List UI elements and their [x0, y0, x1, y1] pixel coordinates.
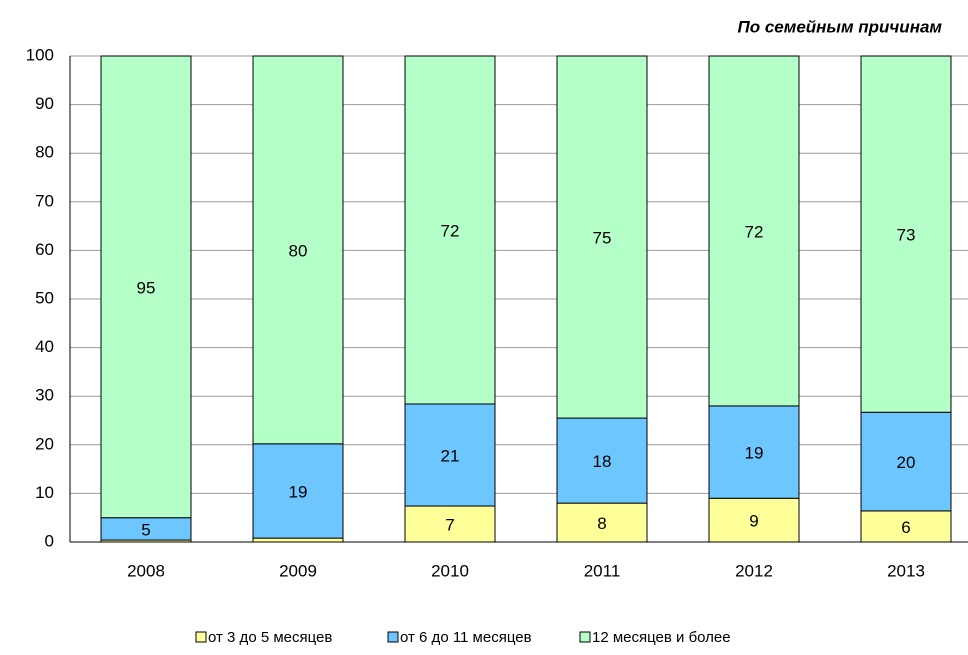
x-tick-label: 2010	[431, 561, 469, 580]
data-label: 72	[441, 221, 460, 240]
chart-title: По семейным причинам	[738, 17, 943, 36]
bar-segment	[252, 537, 344, 543]
x-tick-label: 2008	[127, 561, 165, 580]
data-label: 20	[897, 453, 916, 472]
y-tick-label: 40	[35, 337, 54, 356]
y-tick-label: 30	[35, 386, 54, 405]
data-label: 73	[897, 226, 916, 245]
data-label: 19	[289, 482, 308, 501]
data-label: 8	[597, 514, 606, 533]
y-tick-label: 60	[35, 240, 54, 259]
y-tick-label: 100	[26, 45, 54, 64]
bar-segment	[708, 497, 800, 543]
data-label: 5	[141, 520, 150, 539]
x-tick-label: 2011	[584, 561, 621, 580]
legend-swatch	[195, 631, 207, 643]
bar-segment	[556, 55, 648, 419]
bar-segment	[708, 55, 800, 407]
y-tick-label: 0	[45, 531, 54, 550]
y-tick-label: 20	[35, 434, 54, 453]
y-tick-label: 70	[35, 191, 54, 210]
data-label: 19	[745, 444, 764, 463]
y-tick-label: 10	[35, 483, 54, 502]
bar-segment	[404, 55, 496, 405]
data-label: 7	[445, 516, 454, 535]
bar-segment	[252, 443, 344, 539]
legend-label: 12 месяцев и более	[592, 629, 731, 646]
legend-label: от 3 до 5 месяцев	[208, 629, 332, 646]
x-tick-label: 2013	[887, 561, 925, 580]
legend-label: от 6 до 11 месяцев	[400, 629, 532, 646]
legend-swatch	[387, 631, 399, 643]
bar-segment	[404, 505, 496, 543]
y-tick-label: 50	[35, 288, 54, 307]
bar-segment	[860, 55, 952, 413]
data-label: 95	[137, 278, 156, 297]
bar-segment	[556, 417, 648, 504]
bar-segment	[860, 510, 952, 543]
data-label: 80	[289, 241, 308, 260]
x-tick-label: 2012	[735, 561, 773, 580]
data-label: 18	[593, 452, 612, 471]
bar-segment	[708, 405, 800, 499]
x-tick-label: 2009	[279, 561, 317, 580]
y-tick-label: 80	[35, 143, 54, 162]
bar-segment	[556, 502, 648, 543]
data-label: 75	[593, 229, 612, 248]
data-label: 9	[749, 512, 758, 531]
bar-segment	[252, 55, 344, 445]
y-tick-label: 90	[35, 94, 54, 113]
data-label: 21	[441, 446, 460, 465]
bar-segment	[860, 411, 952, 512]
data-label: 6	[901, 518, 910, 537]
data-label: 72	[745, 222, 764, 241]
legend-swatch	[579, 631, 591, 643]
bar-segment	[100, 55, 192, 519]
